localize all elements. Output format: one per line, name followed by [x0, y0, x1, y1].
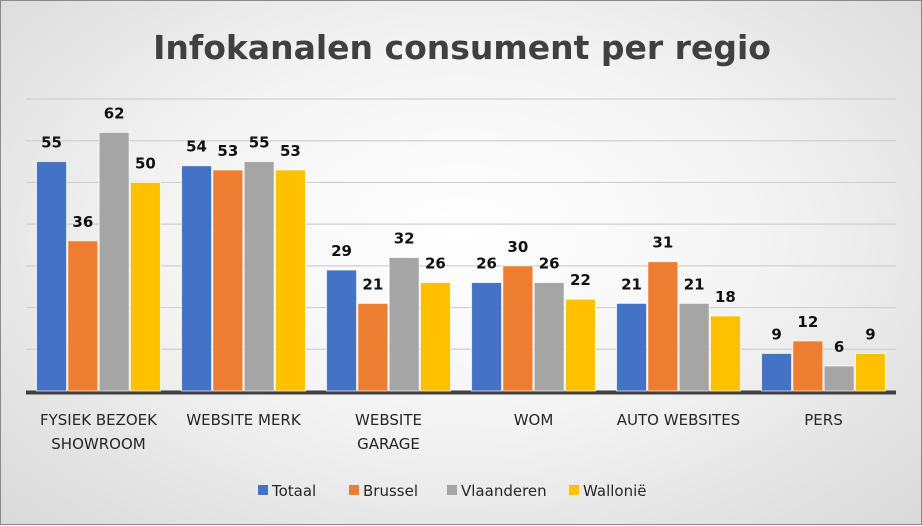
data-label: 53	[217, 142, 238, 160]
data-label: 21	[621, 275, 642, 293]
data-label: 22	[570, 271, 591, 289]
legend-label: Wallonië	[583, 482, 646, 500]
category-label: SHOWROOM	[51, 435, 145, 453]
data-label: 55	[249, 134, 270, 152]
data-label: 29	[331, 242, 352, 260]
bar-vlaanderen	[388, 257, 420, 392]
legend-label: Vlaanderen	[461, 482, 547, 500]
bar-brussel	[502, 265, 534, 392]
bar-wallonië	[854, 352, 886, 392]
data-label: 32	[394, 230, 415, 248]
legend-label: Brussel	[363, 482, 418, 500]
bar-totaal	[326, 269, 358, 392]
legend-swatch	[349, 485, 359, 495]
legend-swatch	[447, 485, 457, 495]
chart-title: Infokanalen consument per regio	[153, 28, 771, 67]
bar-wallonië	[274, 169, 306, 392]
category-label: FYSIEK BEZOEK	[40, 411, 158, 429]
data-label: 62	[104, 104, 125, 122]
bar-brussel	[792, 340, 824, 392]
data-label: 26	[425, 255, 446, 273]
data-label: 55	[41, 134, 62, 152]
bar-vlaanderen	[678, 302, 710, 392]
data-label: 31	[652, 234, 673, 252]
data-label: 53	[280, 142, 301, 160]
bar-wallonië	[129, 181, 161, 392]
data-label: 26	[476, 255, 497, 273]
bar-brussel	[67, 240, 99, 392]
bar-totaal	[761, 352, 793, 392]
data-label: 36	[72, 213, 93, 231]
bar-vlaanderen	[98, 131, 130, 392]
data-label: 6	[834, 338, 844, 356]
bar-brussel	[357, 302, 389, 392]
data-label: 30	[507, 238, 528, 256]
data-label: 21	[684, 275, 705, 293]
bar-totaal	[616, 302, 648, 392]
bar-brussel	[212, 169, 244, 392]
bar-wallonië	[419, 282, 451, 392]
bar-brussel	[647, 261, 679, 392]
data-label: 21	[362, 275, 383, 293]
category-label: GARAGE	[357, 435, 420, 453]
category-label: WEBSITE MERK	[186, 411, 302, 429]
data-label: 12	[797, 313, 818, 331]
bar-vlaanderen	[823, 365, 855, 392]
category-label: AUTO WEBSITES	[617, 411, 740, 429]
category-label: WEBSITE	[355, 411, 422, 429]
data-label: 9	[865, 325, 875, 343]
bar-vlaanderen	[243, 161, 275, 392]
data-label: 9	[771, 325, 781, 343]
legend-label: Totaal	[271, 482, 316, 500]
data-label: 26	[539, 255, 560, 273]
bar-wallonië	[564, 298, 596, 392]
category-label: WOM	[514, 411, 554, 429]
data-label: 50	[135, 154, 156, 172]
data-label: 54	[186, 138, 207, 156]
category-label: PERS	[804, 411, 842, 429]
bar-totaal	[471, 282, 503, 392]
legend-swatch	[258, 485, 268, 495]
legend-swatch	[569, 485, 579, 495]
bar-vlaanderen	[533, 282, 565, 392]
data-label: 18	[715, 288, 736, 306]
bar-totaal	[36, 161, 68, 392]
bar-wallonië	[709, 315, 741, 392]
bar-totaal	[181, 165, 213, 392]
